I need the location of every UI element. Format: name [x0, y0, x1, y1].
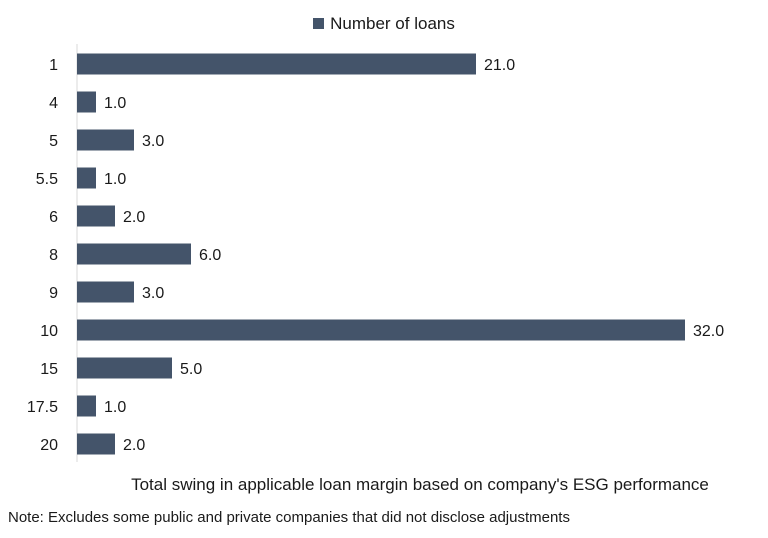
- data-label: 3.0: [142, 133, 164, 150]
- y-tick-label: 15: [40, 361, 58, 378]
- bar: [77, 319, 685, 341]
- data-label: 1.0: [104, 95, 126, 112]
- y-tick-label: 17.5: [27, 399, 58, 416]
- bar: [77, 205, 115, 227]
- bar: [77, 91, 96, 113]
- data-label: 1.0: [104, 399, 126, 416]
- data-label: 2.0: [123, 437, 145, 454]
- data-label: 6.0: [199, 247, 221, 264]
- bar: [77, 53, 476, 75]
- bar: [77, 357, 172, 379]
- y-tick-label: 1: [49, 57, 58, 74]
- y-tick-label: 10: [40, 323, 58, 340]
- data-label: 1.0: [104, 171, 126, 188]
- y-tick-label: 4: [49, 95, 58, 112]
- y-tick-label: 8: [49, 247, 58, 264]
- chart-note: Note: Excludes some public and private c…: [8, 509, 570, 526]
- legend-swatch: [313, 18, 325, 29]
- bar: [77, 281, 134, 303]
- data-label: 21.0: [484, 57, 515, 74]
- bar: [77, 243, 191, 265]
- data-label: 3.0: [142, 285, 164, 302]
- x-axis-label: Total swing in applicable loan margin ba…: [131, 475, 709, 494]
- chart-legend: Number of loans: [0, 13, 768, 35]
- bar: [77, 433, 115, 455]
- bar: [77, 395, 96, 417]
- legend-label: Number of loans: [330, 14, 455, 33]
- y-tick-label: 20: [40, 437, 58, 454]
- data-label: 2.0: [123, 209, 145, 226]
- bar: [77, 167, 96, 189]
- data-label: 5.0: [180, 361, 202, 378]
- y-tick-label: 5.5: [36, 171, 58, 188]
- bar: [77, 129, 134, 151]
- y-tick-label: 5: [49, 133, 58, 150]
- y-tick-label: 6: [49, 209, 58, 226]
- data-label: 32.0: [693, 323, 724, 340]
- y-tick-label: 9: [49, 285, 58, 302]
